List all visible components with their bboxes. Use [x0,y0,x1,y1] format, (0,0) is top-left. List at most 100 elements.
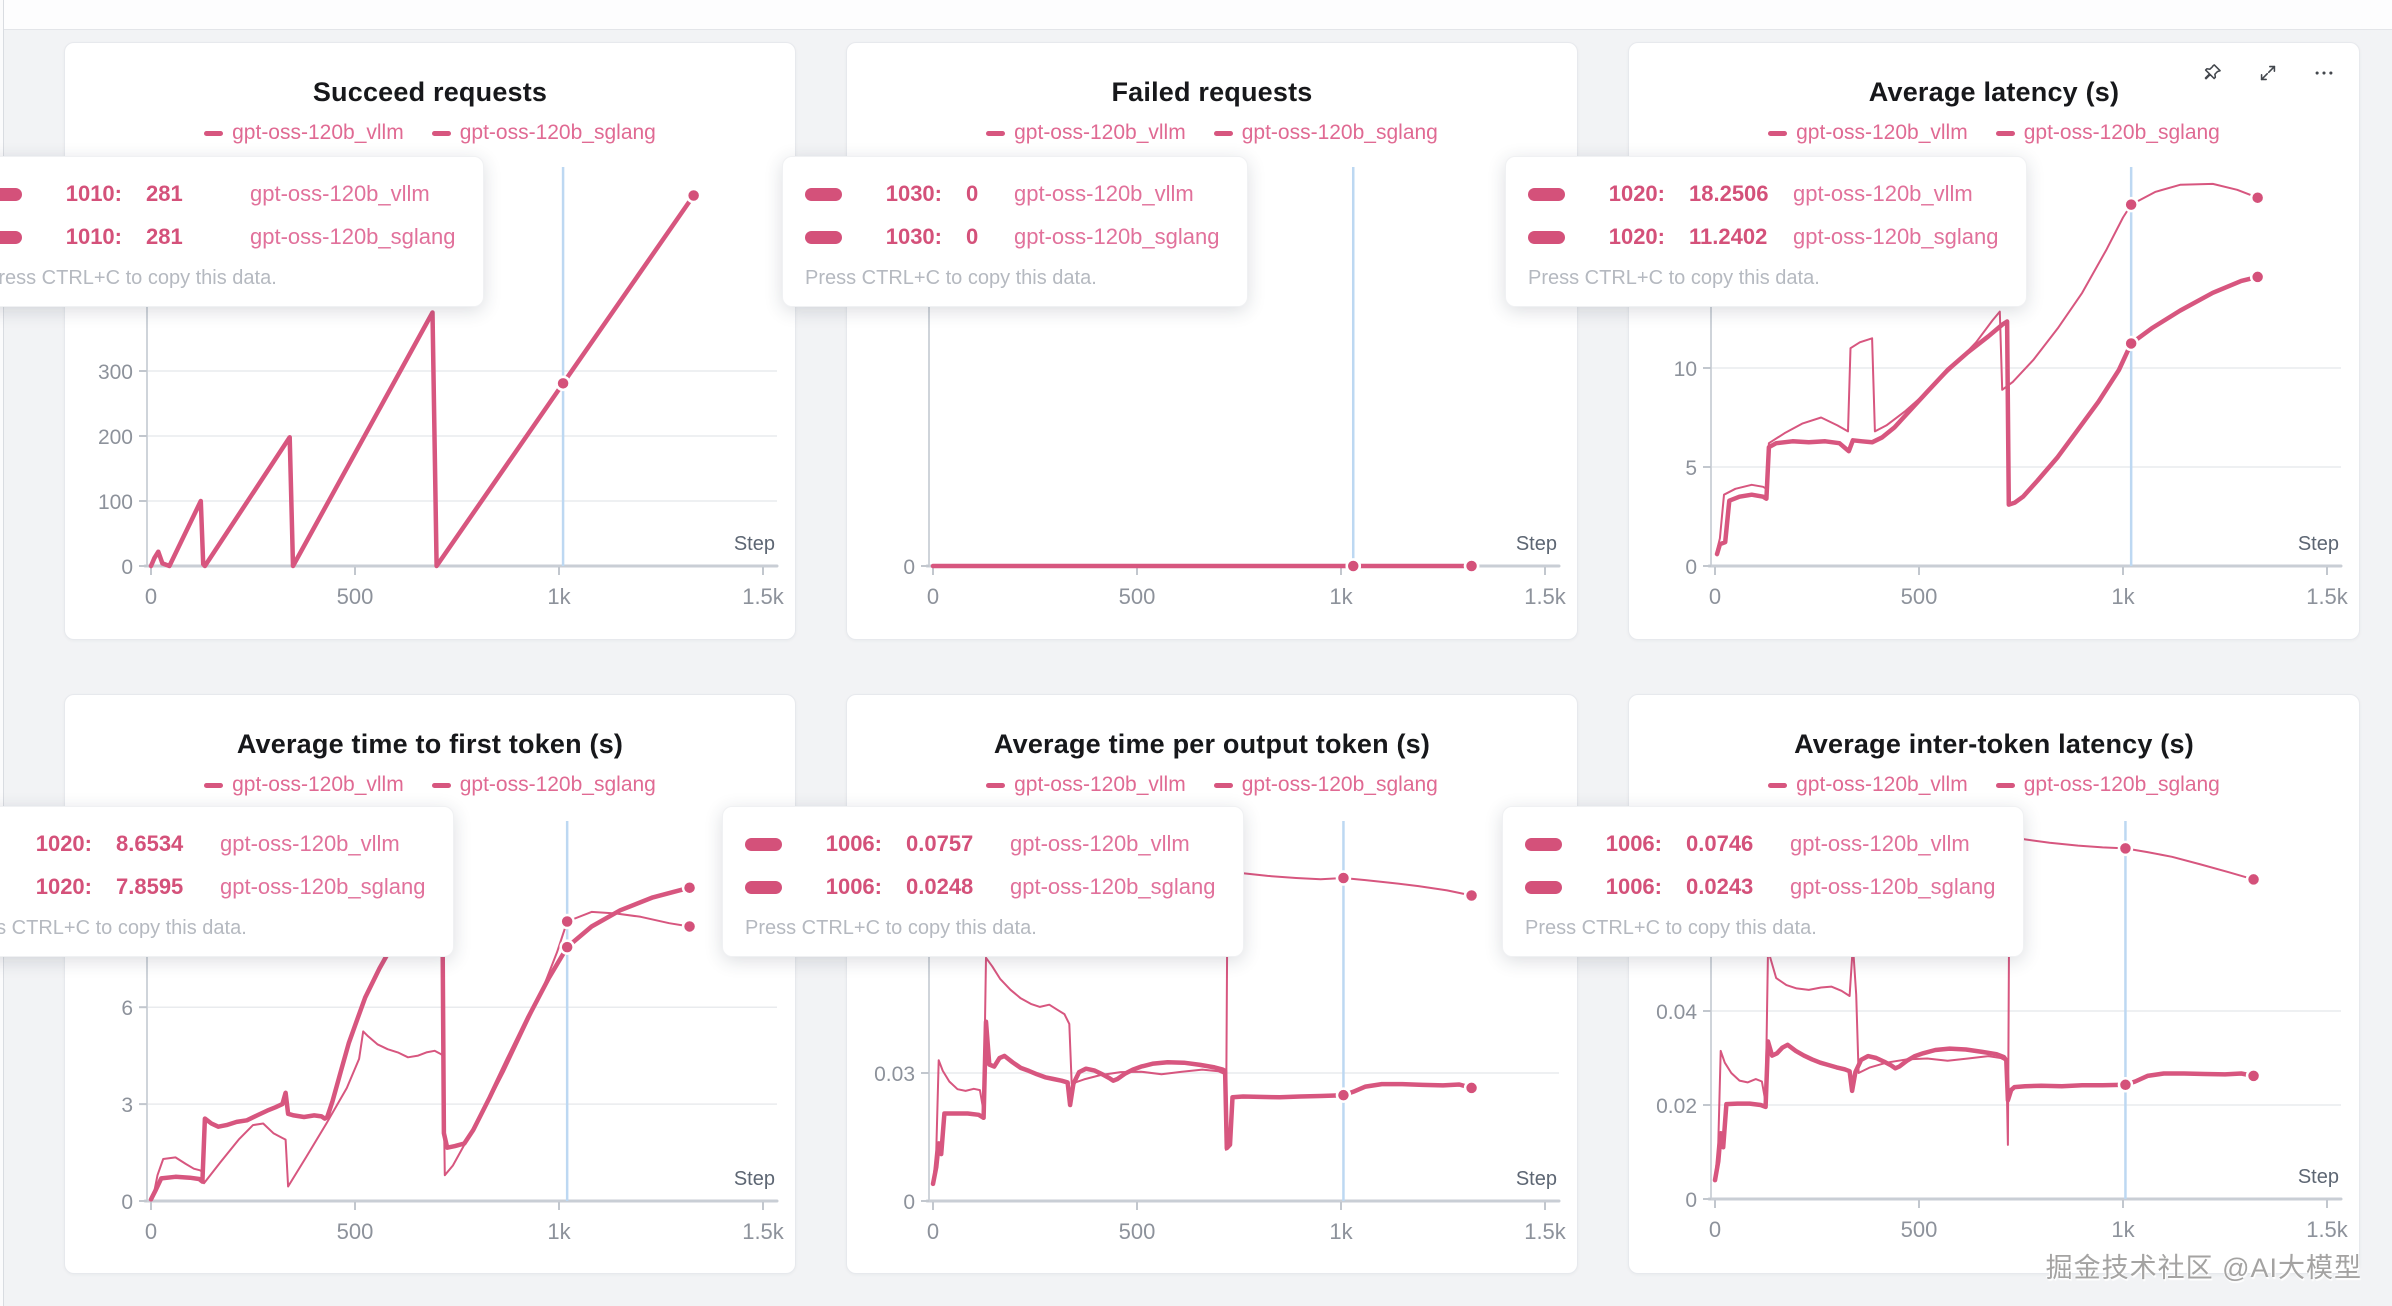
chart-card-avg-inter-token-latency: 0 0.02 0.04 0 500 1k 1.5k Step Average inter-to… [1628,694,2360,1274]
tooltip-value: 0.0757 [906,831,974,856]
svg-text:1.5k: 1.5k [2306,1217,2349,1242]
legend-label: gpt-oss-120b_sglang [2023,773,2220,796]
tooltip-series-name: gpt-oss-120b_vllm [220,831,400,856]
legend-item-vllm[interactable]: gpt-oss-120b_vllm [986,773,1186,797]
legend-label: gpt-oss-120b_vllm [232,121,404,144]
legend-item-vllm[interactable]: gpt-oss-120b_vllm [204,773,404,797]
svg-text:500: 500 [1119,584,1156,609]
tooltip-value: 18.2506 [1689,181,1769,206]
legend-dash-icon [1995,130,2015,136]
legend-dash-icon [1213,782,1233,788]
svg-text:0: 0 [145,1219,157,1244]
legend-item-vllm[interactable]: gpt-oss-120b_vllm [986,121,1186,145]
series-swatch-icon [0,187,22,201]
legend-dash-icon [1768,782,1788,788]
legend-item-vllm[interactable]: gpt-oss-120b_vllm [204,121,404,145]
line-chart-plot[interactable]: 0 3 6 0 500 1k 1.5k Step [65,695,797,1275]
tooltip-series-name: gpt-oss-120b_vllm [1793,181,1973,206]
legend-item-vllm[interactable]: gpt-oss-120b_vllm [1768,773,1968,797]
line-chart-plot[interactable]: 0 100 200 300 0 500 1k 1.5k Step [65,43,797,641]
pin-button[interactable] [2201,61,2225,85]
svg-text:0: 0 [927,584,939,609]
legend-item-vllm[interactable]: gpt-oss-120b_vllm [1768,121,1968,145]
tooltip-row: 1020: 18.2506 gpt-oss-120b_vllm [1528,181,1998,207]
svg-text:0: 0 [121,556,133,579]
more-options-icon [2315,71,2333,75]
tooltip-value: 281 [146,224,183,249]
svg-text:1k: 1k [2111,584,2135,609]
legend-label: gpt-oss-120b_sglang [459,121,656,144]
tooltip-row: 1020: 7.8595 gpt-oss-120b_sglang [0,874,426,900]
chart-title: Succeed requests [312,77,548,107]
svg-text:1k: 1k [2111,1217,2135,1242]
expand-button[interactable] [2257,61,2281,85]
chart-card-avg-time-to-first-token: 0 3 6 0 500 1k 1.5k Step Average time to first … [64,694,796,1274]
chart-card-average-latency: 0 5 10 0 500 1k 1.5k Step Average latency (s) g… [1628,42,2360,640]
tooltip-step: 1030: [885,224,942,249]
svg-text:500: 500 [337,584,374,609]
legend-item-sglang[interactable]: gpt-oss-120b_sglang [431,121,656,145]
legend-item-sglang[interactable]: gpt-oss-120b_sglang [1995,121,2220,145]
chart-title: Average latency (s) [1868,77,2120,107]
tooltip-row: 1010: 281 gpt-oss-120b_vllm [0,181,455,207]
legend-item-sglang[interactable]: gpt-oss-120b_sglang [1213,773,1438,797]
tooltip-row: 1006: 0.0746 gpt-oss-120b_vllm [1525,831,1995,857]
svg-text:6: 6 [121,997,133,1020]
legend-label: gpt-oss-120b_sglang [459,773,656,796]
legend-label: gpt-oss-120b_sglang [1241,773,1438,796]
chart-legend: gpt-oss-120b_vllm gpt-oss-120b_sglang [65,121,795,145]
legend-item-sglang[interactable]: gpt-oss-120b_sglang [431,773,656,797]
legend-label: gpt-oss-120b_sglang [2023,121,2220,144]
svg-text:0.04: 0.04 [1656,1001,1697,1024]
svg-text:Step: Step [1516,533,1557,555]
svg-text:0: 0 [903,556,915,579]
legend-dash-icon [1995,782,2015,788]
svg-text:Step: Step [2298,533,2339,555]
tooltip-value: 0.0746 [1686,831,1754,856]
tooltip-value: 0.0243 [1686,874,1754,899]
chart-title: Average time per output token (s) [993,729,1431,759]
tooltip-step: 1020: [1608,224,1665,249]
tooltip-row: 1020: 8.6534 gpt-oss-120b_vllm [0,831,425,857]
svg-text:0.02: 0.02 [1656,1095,1697,1118]
more-options-button[interactable] [2313,61,2337,85]
tooltip-value: 281 [146,181,183,206]
chart-legend: gpt-oss-120b_vllm gpt-oss-120b_sglang [847,773,1577,797]
watermark: 掘金技术社区 @AI大模型 [2045,1253,2362,1283]
legend-item-sglang[interactable]: gpt-oss-120b_sglang [1995,773,2220,797]
tooltip-step: 1020: [35,874,92,899]
series-swatch-icon [805,230,842,244]
svg-text:1.5k: 1.5k [2306,584,2349,609]
tooltip-step: 1010: [65,181,122,206]
tooltip-step: 1006: [1605,831,1662,856]
tooltip-row: 1006: 0.0248 gpt-oss-120b_sglang [745,874,1215,900]
svg-text:Step: Step [734,533,775,555]
tooltip-series-name: gpt-oss-120b_vllm [1790,831,1970,856]
tooltip-value: 0 [966,181,979,206]
svg-text:5: 5 [1685,457,1697,480]
svg-text:0: 0 [1685,1189,1697,1212]
tooltip-series-name: gpt-oss-120b_vllm [250,181,430,206]
line-chart-plot[interactable]: 0 0.03 0 500 1k 1.5k Step [847,695,1579,1275]
svg-text:0: 0 [1685,556,1697,579]
svg-text:0: 0 [903,1191,915,1214]
tooltip-row: 1010: 281 gpt-oss-120b_sglang [0,224,455,250]
svg-text:1k: 1k [547,1219,571,1244]
svg-text:200: 200 [98,426,133,449]
legend-item-sglang[interactable]: gpt-oss-120b_sglang [1213,121,1438,145]
line-chart-plot[interactable]: 0 5 10 0 500 1k 1.5k Step [1629,43,2361,641]
left-panel-edge [0,0,4,1306]
series-swatch-icon [745,837,782,851]
svg-text:1k: 1k [1329,584,1353,609]
tooltip-step: 1020: [1608,181,1665,206]
chart-title: Failed requests [1111,77,1313,107]
legend-label: gpt-oss-120b_vllm [232,773,404,796]
legend-dash-icon [431,782,451,788]
chart-toolbar [2201,61,2337,85]
chart-title: Average inter-token latency (s) [1794,729,2194,759]
legend-dash-icon [986,782,1006,788]
svg-text:1k: 1k [1329,1219,1353,1244]
svg-text:500: 500 [1901,1217,1938,1242]
copy-hint: Press CTRL+C to copy this data. [745,917,1037,939]
